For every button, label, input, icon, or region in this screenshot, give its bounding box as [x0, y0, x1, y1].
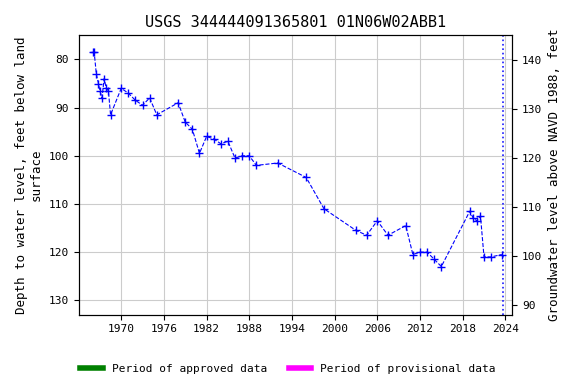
Legend: Period of approved data, Period of provisional data: Period of approved data, Period of provi…	[76, 359, 500, 379]
Title: USGS 344444091365801 01N06W02ABB1: USGS 344444091365801 01N06W02ABB1	[145, 15, 446, 30]
Y-axis label: Groundwater level above NAVD 1988, feet: Groundwater level above NAVD 1988, feet	[548, 29, 561, 321]
Y-axis label: Depth to water level, feet below land
surface: Depth to water level, feet below land su…	[15, 36, 43, 314]
